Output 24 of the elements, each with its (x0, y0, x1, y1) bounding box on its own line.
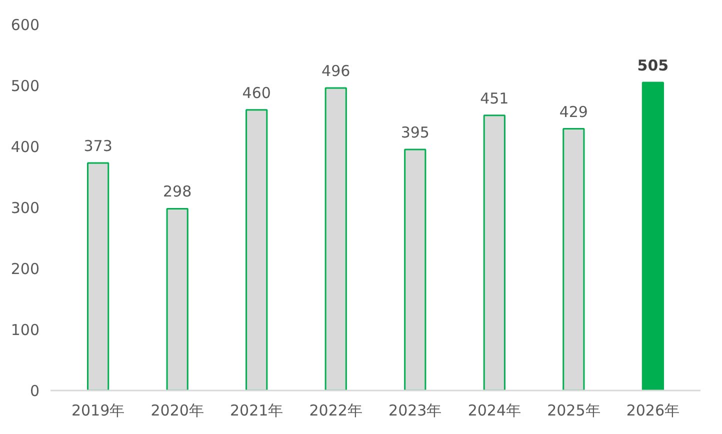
data-label: 395 (400, 124, 430, 142)
y-tick-label: 400 (10, 138, 40, 156)
data-label: 373 (84, 136, 112, 155)
y-tick-label: 0 (30, 382, 40, 400)
x-tick-label: 2022年 (309, 402, 362, 420)
x-tick-label: 2025年 (547, 402, 600, 420)
y-tick-label: 100 (10, 321, 40, 339)
x-tick-label: 2020年 (150, 402, 204, 420)
data-label: 298 (163, 182, 192, 201)
data-label: 496 (322, 62, 350, 80)
data-label: 451 (480, 89, 509, 108)
y-tick-label: 500 (10, 77, 40, 95)
y-tick-label: 200 (10, 260, 40, 278)
data-label: 460 (242, 84, 271, 102)
y-tick-label: 600 (10, 16, 40, 34)
x-tick-label: 2026年 (626, 402, 680, 420)
data-label: 429 (559, 102, 588, 121)
y-tick-label: 300 (10, 199, 40, 217)
x-tick-label: 2023年 (388, 402, 442, 420)
x-tick-label: 2021年 (230, 402, 284, 420)
x-tick-label: 2019年 (71, 402, 125, 420)
data-label: 505 (637, 56, 669, 74)
x-tick-label: 2024年 (468, 402, 522, 420)
bar (642, 82, 664, 390)
